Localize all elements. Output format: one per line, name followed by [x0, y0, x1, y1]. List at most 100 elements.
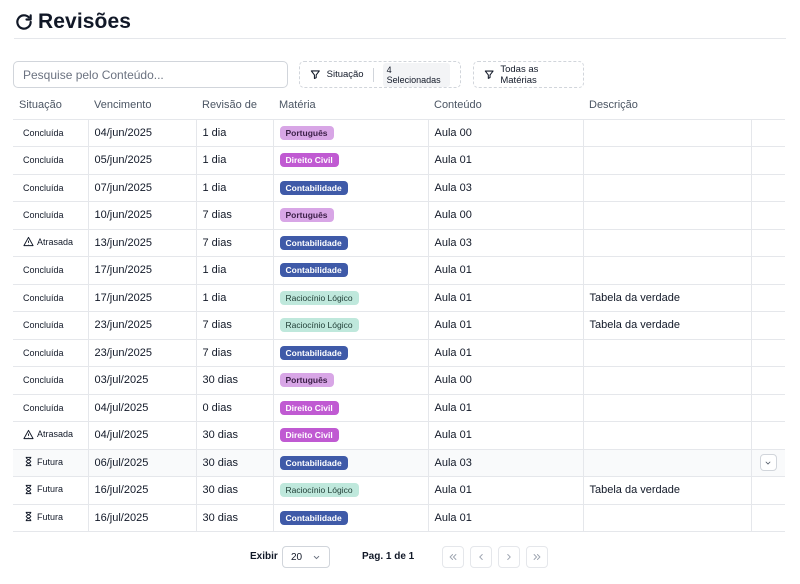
cell-situacao: Futura [13, 504, 89, 532]
table-row[interactable]: Concluída 10/jun/2025 7 dias Português Aula … [13, 201, 785, 230]
cell-conteudo: Aula 01 [428, 284, 584, 312]
cell-actions [751, 476, 785, 505]
cell-actions [751, 284, 785, 312]
cell-revisao: 7 dias [196, 339, 274, 367]
cell-descricao [583, 119, 752, 147]
status-text: Concluída [23, 265, 64, 276]
column-header-conteudo[interactable]: Conteúdo [428, 92, 583, 120]
cell-situacao: Concluída [13, 201, 89, 230]
cell-conteudo: Aula 01 [428, 311, 584, 340]
table-row[interactable]: Concluída 04/jun/2025 1 dia Português Aula 0… [13, 119, 785, 147]
cell-revisao: 1 dia [196, 284, 274, 312]
cell-vencimento: 06/jul/2025 [88, 449, 197, 477]
subject-badge: Raciocínio Lógico [279, 318, 359, 333]
cell-descricao [583, 146, 752, 175]
cell-materia: Português [273, 201, 429, 230]
status-text: Concluída [23, 210, 64, 221]
cell-materia: Direito Civil [273, 421, 429, 450]
cell-revisao: 30 dias [196, 504, 274, 532]
cell-actions [751, 394, 785, 422]
cell-actions [751, 146, 785, 175]
cell-situacao: Concluída [13, 119, 89, 147]
double-chevron-left-icon [449, 554, 457, 560]
row-menu-button[interactable] [759, 454, 777, 472]
materias-filter-button[interactable]: Todas as Matérias [473, 61, 584, 88]
hourglass-icon [23, 484, 34, 495]
subject-badge: Raciocínio Lógico [279, 483, 359, 498]
materias-filter-label: Todas as Matérias [500, 63, 539, 86]
cell-conteudo: Aula 01 [428, 421, 584, 450]
cell-descricao [583, 229, 752, 257]
cell-descricao [583, 449, 752, 477]
column-header-situacao[interactable]: Situação [13, 92, 88, 120]
cell-actions [751, 174, 785, 202]
search-input[interactable] [13, 61, 288, 88]
cell-materia: Direito Civil [273, 146, 429, 175]
cell-actions [751, 504, 785, 532]
cell-situacao: Concluída [13, 146, 89, 175]
table-row[interactable]: Concluída 23/jun/2025 7 dias Raciocínio Lóg… [13, 311, 785, 340]
cell-descricao [583, 339, 752, 367]
refresh-icon[interactable] [14, 12, 34, 32]
cell-conteudo: Aula 01 [428, 339, 584, 367]
cell-vencimento: 10/jun/2025 [88, 201, 197, 230]
status-text: Atrasada [37, 236, 74, 247]
cell-descricao: Tabela da verdade [583, 476, 752, 505]
situacao-filter-label: Situação [326, 69, 364, 80]
table-row[interactable]: Concluída 05/jun/2025 1 dia Direito Civil Au… [13, 146, 785, 175]
cell-revisao: 0 dias [196, 394, 274, 422]
table-row[interactable]: Atrasada 04/jul/2025 30 dias Direito Civil A… [13, 421, 785, 450]
first-page-button[interactable] [442, 546, 464, 568]
cell-situacao: Futura [13, 449, 89, 477]
cell-revisao: 1 dia [196, 256, 274, 285]
cell-actions [751, 256, 785, 285]
column-header-revisao[interactable]: Revisão de [196, 92, 273, 120]
reviews-table: Situação Vencimento Revisão de Matéria C… [13, 92, 785, 532]
cell-conteudo: Aula 01 [428, 256, 584, 285]
status-text: Atrasada [37, 429, 74, 440]
cell-conteudo: Aula 03 [428, 229, 584, 257]
page-size-label: Exibir [250, 551, 278, 562]
cell-vencimento: 17/jun/2025 [88, 256, 197, 285]
table-row[interactable]: Concluída 04/jul/2025 0 dias Direito Civil A… [13, 394, 785, 422]
column-header-descricao[interactable]: Descrição [583, 92, 751, 120]
cell-conteudo: Aula 00 [428, 366, 584, 395]
cell-actions [751, 366, 785, 395]
next-page-button[interactable] [498, 546, 520, 568]
status-text: Concluída [23, 182, 64, 193]
cell-actions [751, 119, 785, 147]
status-text: Futura [37, 511, 64, 522]
cell-situacao: Futura [13, 476, 89, 505]
table-row[interactable]: Futura 16/jul/2025 30 dias Raciocínio Lógic… [13, 476, 785, 505]
subject-badge: Direito Civil [279, 428, 339, 443]
cell-revisao: 7 dias [196, 229, 274, 257]
page-size-select[interactable]: 20 [282, 546, 330, 568]
cell-conteudo: Aula 01 [428, 504, 584, 532]
filter-icon [310, 70, 320, 80]
table-row[interactable]: Concluída 23/jun/2025 7 dias Contabilidade A… [13, 339, 785, 367]
cell-situacao: Atrasada [13, 421, 89, 450]
cell-situacao: Concluída [13, 366, 89, 395]
table-row[interactable]: Concluída 03/jul/2025 30 dias Português Aula… [13, 366, 785, 395]
cell-situacao: Atrasada [13, 229, 89, 257]
cell-descricao [583, 201, 752, 230]
prev-page-button[interactable] [470, 546, 492, 568]
cell-actions [751, 311, 785, 340]
situacao-filter-button[interactable]: Situação 4 Selecionadas [299, 61, 461, 88]
column-header-vencimento[interactable]: Vencimento [88, 92, 196, 120]
subject-badge: Contabilidade [279, 345, 348, 360]
cell-descricao [583, 421, 752, 450]
column-header-materia[interactable]: Matéria [273, 92, 428, 120]
double-chevron-right-icon [533, 554, 541, 560]
table-row[interactable]: Atrasada 13/jun/2025 7 dias Contabilidade Au… [13, 229, 785, 257]
cell-materia: Direito Civil [273, 394, 429, 422]
last-page-button[interactable] [526, 546, 548, 568]
table-row[interactable]: Concluída 07/jun/2025 1 dia Contabilidade Au… [13, 174, 785, 202]
warning-icon [23, 236, 34, 247]
table-row[interactable]: Concluída 17/jun/2025 1 dia Raciocínio Lógi… [13, 284, 785, 312]
cell-revisao: 30 dias [196, 366, 274, 395]
table-row[interactable]: Futura 06/jul/2025 30 dias Contabilidade Aul… [13, 449, 785, 477]
cell-vencimento: 04/jul/2025 [88, 394, 197, 422]
table-row[interactable]: Concluída 17/jun/2025 1 dia Contabilidade Au… [13, 256, 785, 285]
table-row[interactable]: Futura 16/jul/2025 30 dias Contabilidade Aul… [13, 504, 785, 532]
